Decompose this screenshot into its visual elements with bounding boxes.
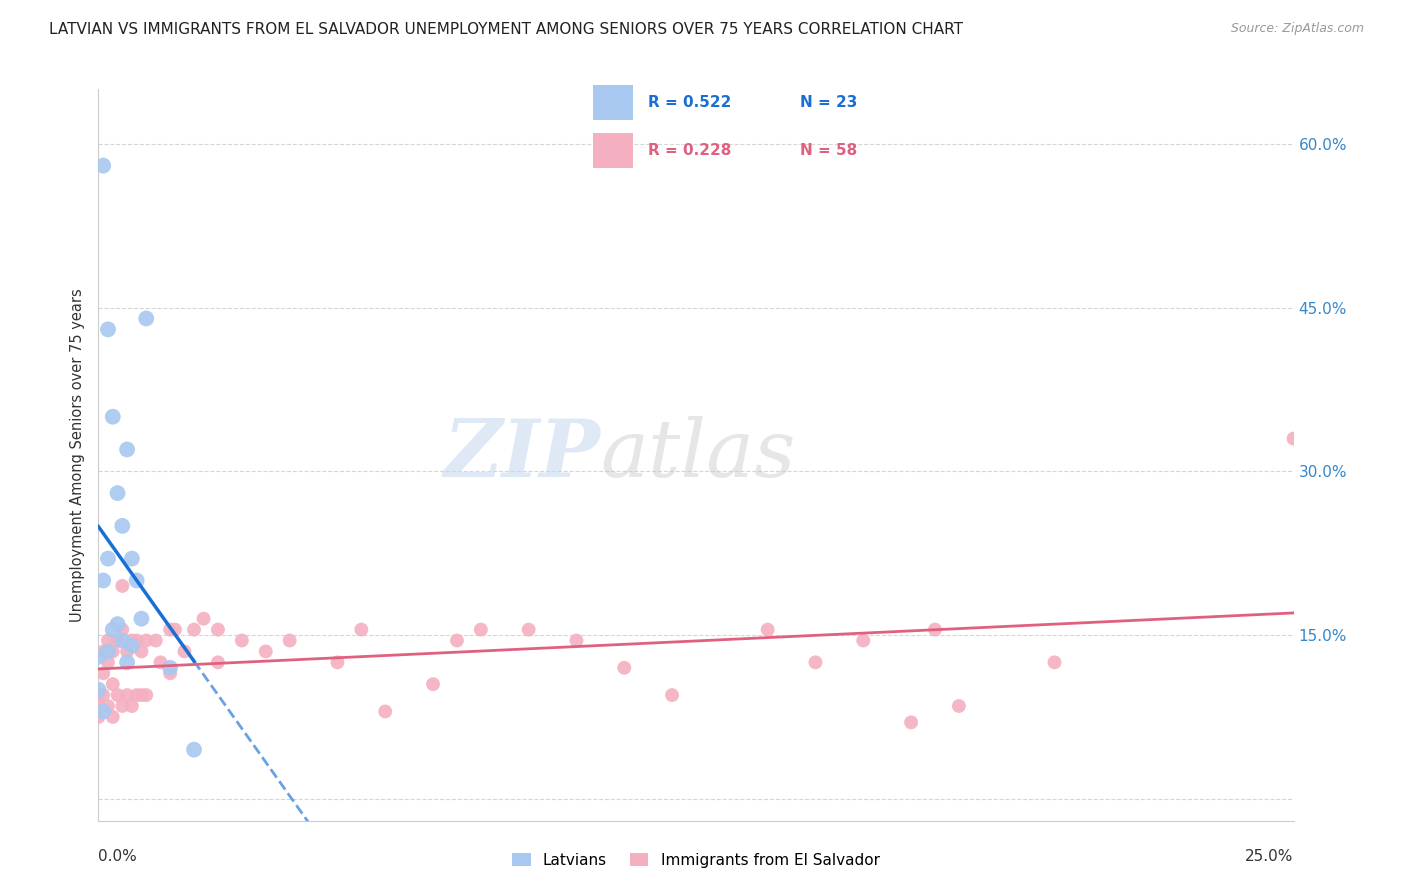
Point	[107, 617, 129, 632]
Point	[661, 688, 683, 702]
Point	[149, 656, 172, 670]
Point	[107, 486, 129, 500]
Point	[159, 623, 181, 637]
Text: atlas: atlas	[600, 417, 796, 493]
Point	[163, 623, 186, 637]
Text: R = 0.228: R = 0.228	[648, 144, 731, 158]
FancyBboxPatch shape	[593, 85, 633, 120]
Point	[91, 688, 114, 702]
Text: N = 23: N = 23	[800, 95, 858, 110]
Text: R = 0.522: R = 0.522	[648, 95, 731, 110]
Text: 25.0%: 25.0%	[1246, 849, 1294, 863]
Point	[87, 688, 110, 702]
Point	[852, 633, 875, 648]
Point	[131, 688, 153, 702]
Point	[900, 715, 922, 730]
Text: Source: ZipAtlas.com: Source: ZipAtlas.com	[1230, 22, 1364, 36]
Point	[948, 698, 970, 713]
Point	[125, 574, 148, 588]
Point	[111, 633, 134, 648]
FancyBboxPatch shape	[593, 133, 633, 168]
Point	[374, 705, 396, 719]
Point	[470, 623, 492, 637]
Point	[121, 698, 143, 713]
Point	[1282, 432, 1305, 446]
Point	[446, 633, 468, 648]
Point	[115, 688, 138, 702]
Text: ZIP: ZIP	[443, 417, 600, 493]
Point	[1043, 656, 1066, 670]
Point	[87, 698, 110, 713]
Point	[135, 633, 157, 648]
Point	[193, 612, 215, 626]
Point	[125, 633, 148, 648]
Point	[924, 623, 946, 637]
Point	[135, 311, 157, 326]
Point	[121, 639, 143, 653]
Point	[115, 656, 138, 670]
Point	[115, 442, 138, 457]
Point	[101, 710, 124, 724]
Point	[107, 633, 129, 648]
Point	[87, 649, 110, 664]
Point	[254, 644, 277, 658]
Point	[125, 688, 148, 702]
Point	[145, 633, 167, 648]
Point	[115, 644, 138, 658]
Point	[756, 623, 779, 637]
Point	[91, 705, 114, 719]
Point	[91, 574, 114, 588]
Point	[159, 661, 181, 675]
Point	[326, 656, 349, 670]
Point	[183, 742, 205, 756]
Text: 0.0%: 0.0%	[98, 849, 138, 863]
Point	[159, 666, 181, 681]
Point	[101, 677, 124, 691]
Point	[613, 661, 636, 675]
Point	[101, 409, 124, 424]
Point	[422, 677, 444, 691]
Point	[97, 698, 120, 713]
Point	[87, 710, 110, 724]
Point	[207, 623, 229, 637]
Point	[91, 644, 114, 658]
Point	[97, 322, 120, 336]
Point	[231, 633, 253, 648]
Legend: Latvians, Immigrants from El Salvador: Latvians, Immigrants from El Salvador	[512, 853, 880, 868]
Point	[111, 698, 134, 713]
Point	[111, 579, 134, 593]
Point	[91, 666, 114, 681]
Point	[101, 623, 124, 637]
Point	[111, 623, 134, 637]
Point	[565, 633, 588, 648]
Point	[131, 644, 153, 658]
Point	[173, 644, 195, 658]
Point	[207, 656, 229, 670]
Point	[111, 519, 134, 533]
Point	[804, 656, 827, 670]
Point	[97, 656, 120, 670]
Point	[97, 644, 120, 658]
Point	[97, 633, 120, 648]
Point	[121, 633, 143, 648]
Point	[97, 551, 120, 566]
Point	[101, 644, 124, 658]
Point	[91, 159, 114, 173]
Point	[350, 623, 373, 637]
Text: N = 58: N = 58	[800, 144, 858, 158]
Point	[131, 612, 153, 626]
Point	[87, 682, 110, 697]
Point	[183, 623, 205, 637]
Point	[278, 633, 301, 648]
Point	[121, 551, 143, 566]
Text: LATVIAN VS IMMIGRANTS FROM EL SALVADOR UNEMPLOYMENT AMONG SENIORS OVER 75 YEARS : LATVIAN VS IMMIGRANTS FROM EL SALVADOR U…	[49, 22, 963, 37]
Point	[107, 688, 129, 702]
Point	[517, 623, 540, 637]
Y-axis label: Unemployment Among Seniors over 75 years: Unemployment Among Seniors over 75 years	[69, 288, 84, 622]
Point	[135, 688, 157, 702]
